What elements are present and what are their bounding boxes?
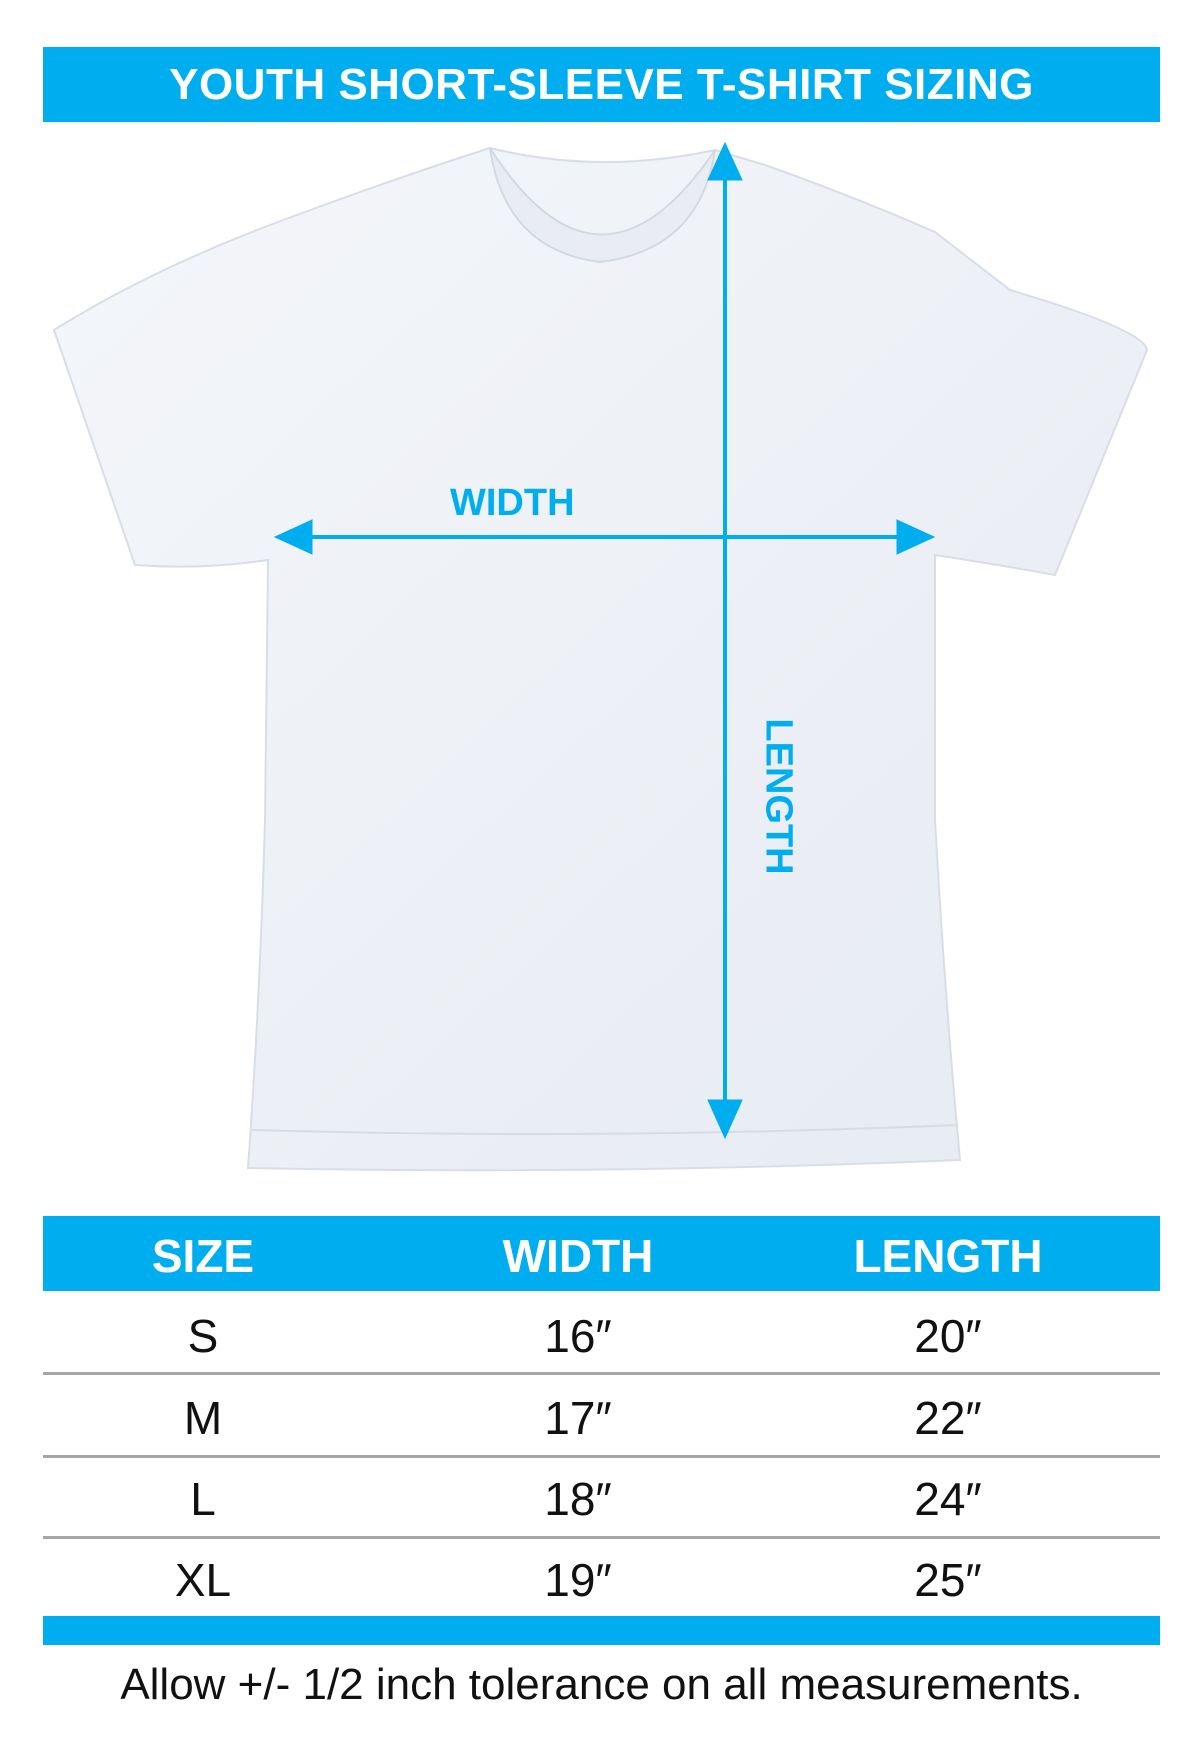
width-arrow <box>273 519 936 555</box>
width-label: WIDTH <box>450 482 575 524</box>
size-cell: XL <box>174 1554 232 1606</box>
page-title: YOUTH SHORT-SLEEVE T-SHIRT SIZING <box>169 59 1034 109</box>
width-cell: 17″ <box>544 1392 612 1444</box>
tshirt-diagram <box>52 141 1149 1172</box>
table-header: SIZE WIDTH LENGTH <box>43 1216 1160 1291</box>
row-divider <box>43 1372 1160 1375</box>
size-cell: M <box>183 1392 223 1444</box>
tshirt-hem <box>251 1124 959 1135</box>
size-cell: L <box>190 1473 216 1525</box>
header-length: LENGTH <box>853 1230 1043 1282</box>
row-divider <box>43 1455 1160 1458</box>
size-cell: S <box>187 1310 219 1362</box>
table-row: S 16″ 20″ <box>43 1293 1160 1373</box>
tshirt-body <box>52 146 1149 1172</box>
tshirt-collar <box>489 147 716 264</box>
width-cell: 19″ <box>544 1554 612 1606</box>
header-width: WIDTH <box>502 1230 654 1282</box>
table-footer-bar <box>43 1616 1160 1645</box>
table-row: XL 19″ 25″ <box>43 1537 1160 1617</box>
width-cell: 18″ <box>544 1473 612 1525</box>
length-label: LENGTH <box>757 718 800 875</box>
length-cell: 24″ <box>914 1473 982 1525</box>
length-cell: 20″ <box>914 1310 982 1362</box>
header-size: SIZE <box>151 1230 255 1282</box>
width-cell: 16″ <box>544 1310 612 1362</box>
length-cell: 22″ <box>914 1392 982 1444</box>
title-banner: YOUTH SHORT-SLEEVE T-SHIRT SIZING <box>43 47 1160 122</box>
row-divider <box>43 1536 1160 1539</box>
table-row: M 17″ 22″ <box>43 1375 1160 1455</box>
table-row: L 18″ 24″ <box>43 1456 1160 1536</box>
length-cell: 25″ <box>914 1554 982 1606</box>
length-arrow <box>707 141 743 1140</box>
tolerance-note: Allow +/- 1/2 inch tolerance on all meas… <box>120 1660 1083 1709</box>
